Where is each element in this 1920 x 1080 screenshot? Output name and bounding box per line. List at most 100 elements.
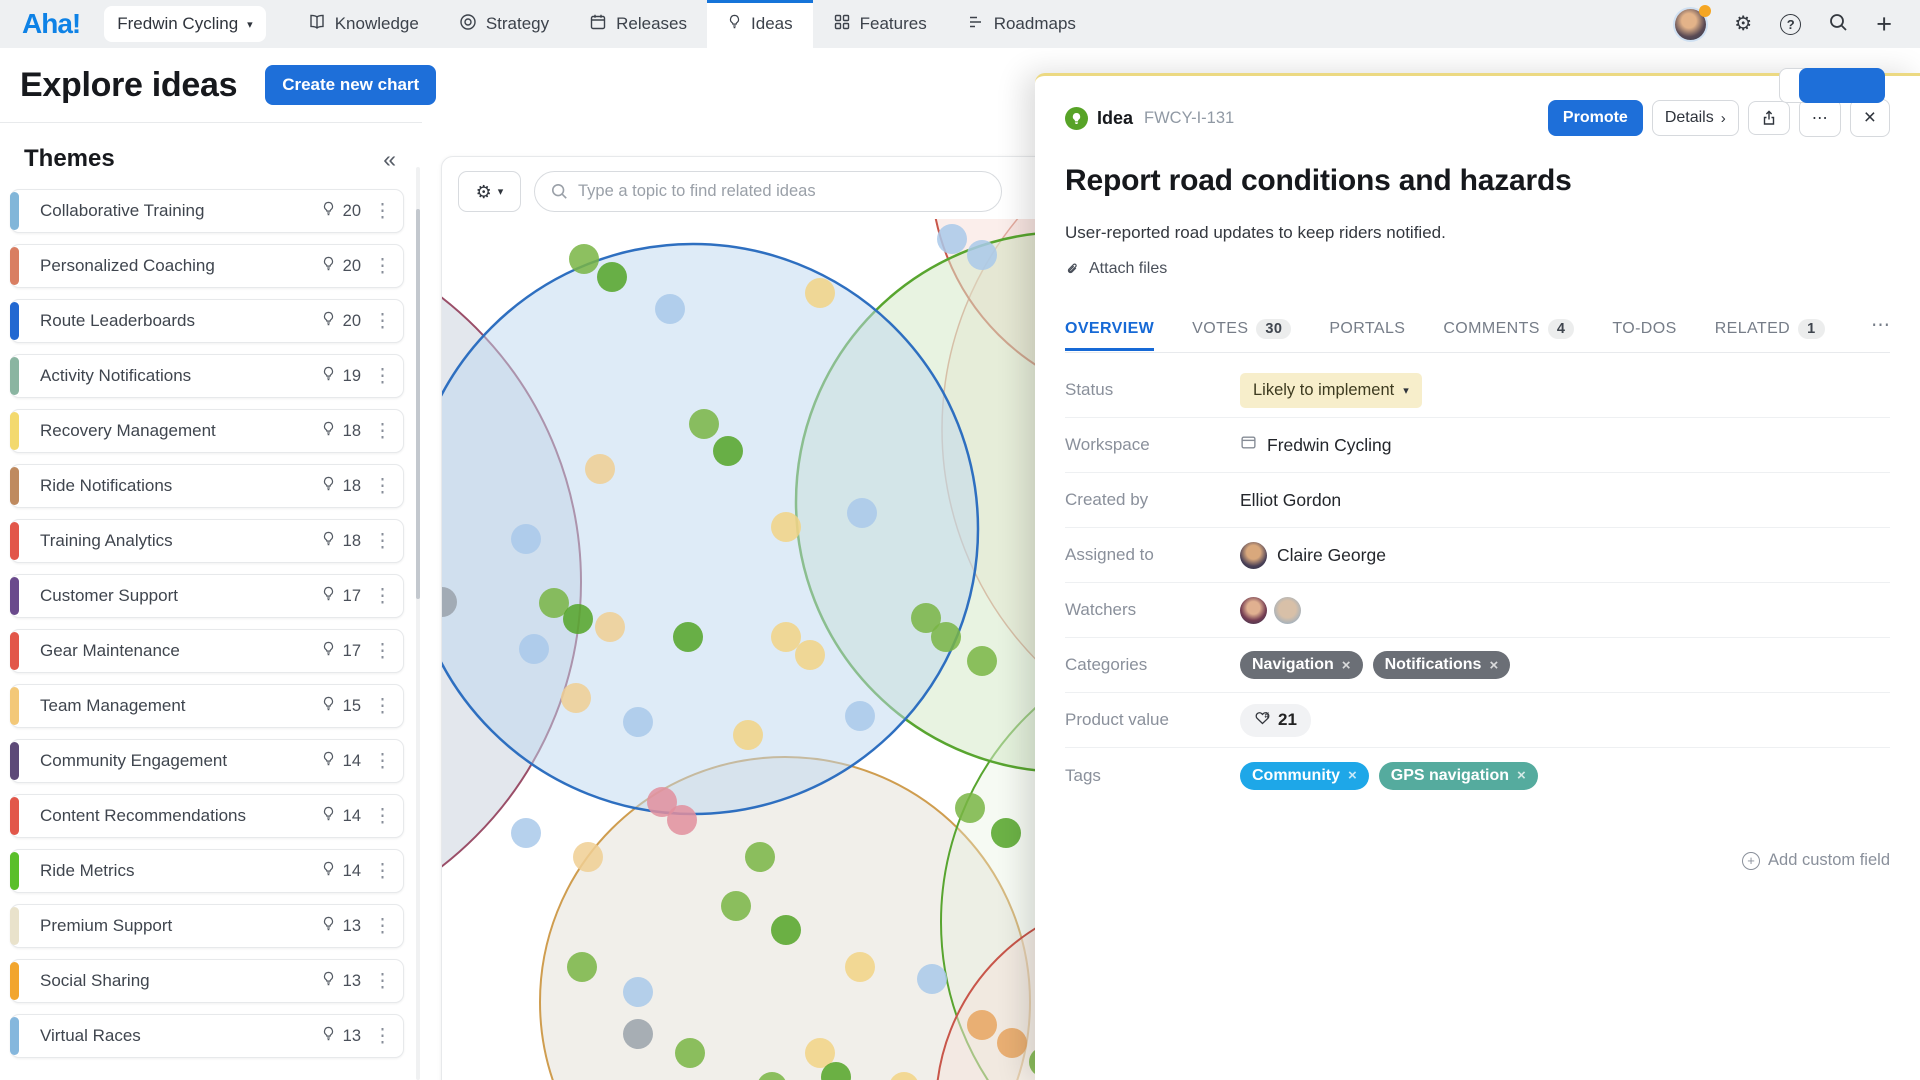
theme-card[interactable]: Customer Support17⋮ xyxy=(10,574,404,618)
remove-chip-icon[interactable]: × xyxy=(1342,657,1351,674)
close-icon[interactable]: × xyxy=(1850,99,1890,137)
workspace-switcher[interactable]: Fredwin Cycling ▾ xyxy=(104,6,265,42)
sidebar-scrollbar-thumb[interactable] xyxy=(416,209,420,599)
kebab-menu-icon[interactable]: ⋮ xyxy=(373,915,392,938)
kebab-menu-icon[interactable]: ⋮ xyxy=(373,475,392,498)
nav-item-label: Features xyxy=(860,14,927,34)
kebab-menu-icon[interactable]: ⋮ xyxy=(373,860,392,883)
theme-card[interactable]: Content Recommendations14⋮ xyxy=(10,794,404,838)
nav-item-releases[interactable]: Releases xyxy=(569,0,707,48)
theme-meta: 17⋮ xyxy=(321,585,392,608)
theme-card[interactable]: Virtual Races13⋮ xyxy=(10,1014,404,1058)
chip-navigation[interactable]: Navigation× xyxy=(1240,651,1363,679)
watcher-avatar[interactable] xyxy=(1240,597,1267,624)
theme-color-bar xyxy=(10,742,19,780)
theme-meta: 13⋮ xyxy=(321,915,392,938)
kebab-menu-icon[interactable]: ⋮ xyxy=(373,200,392,223)
kebab-menu-icon[interactable]: ⋮ xyxy=(373,750,392,773)
nav-item-features[interactable]: Features xyxy=(813,0,947,48)
chip-gps-navigation[interactable]: GPS navigation × xyxy=(1379,762,1538,790)
attach-files-button[interactable]: Attach files xyxy=(1065,260,1890,278)
product-value-score[interactable]: #21 xyxy=(1240,704,1311,737)
partial-button-blue[interactable] xyxy=(1799,68,1885,103)
promote-button[interactable]: Promote xyxy=(1548,100,1643,136)
remove-chip-icon[interactable]: × xyxy=(1489,657,1498,674)
lightbulb-icon xyxy=(321,421,336,441)
kebab-menu-icon[interactable]: ⋮ xyxy=(373,640,392,663)
theme-card[interactable]: Activity Notifications19⋮ xyxy=(10,354,404,398)
tab-related[interactable]: RELATED1 xyxy=(1715,309,1825,352)
collapse-sidebar-icon[interactable]: « xyxy=(383,146,396,173)
idea-title[interactable]: Report road conditions and hazards xyxy=(1065,164,1890,198)
theme-card[interactable]: Recovery Management 18 ⋮ xyxy=(10,409,404,453)
aha-logo[interactable]: Aha! xyxy=(0,8,104,40)
remove-chip-icon[interactable]: × xyxy=(1348,767,1357,784)
idea-description[interactable]: User-reported road updates to keep rider… xyxy=(1065,223,1890,243)
tabs-overflow-icon[interactable]: ⋯ xyxy=(1871,314,1890,347)
theme-card[interactable]: Ride Metrics14⋮ xyxy=(10,849,404,893)
topic-search-input[interactable] xyxy=(578,182,985,201)
add-custom-field-button[interactable]: + Add custom field xyxy=(1065,851,1890,870)
theme-label: Community Engagement xyxy=(40,751,321,771)
theme-card[interactable]: Gear Maintenance17⋮ xyxy=(10,629,404,673)
theme-card[interactable]: Ride Notifications18⋮ xyxy=(10,464,404,508)
status-dropdown[interactable]: Likely to implement▾ xyxy=(1240,373,1422,408)
search-icon[interactable] xyxy=(1829,13,1848,36)
user-avatar[interactable] xyxy=(1675,9,1706,40)
tab-votes[interactable]: VOTES30 xyxy=(1192,309,1291,352)
nav-item-strategy[interactable]: Strategy xyxy=(439,0,569,48)
assignee-avatar[interactable] xyxy=(1240,542,1267,569)
create-new-chart-button[interactable]: Create new chart xyxy=(265,65,436,105)
theme-label: Customer Support xyxy=(40,586,321,606)
kebab-menu-icon[interactable]: ⋮ xyxy=(373,255,392,278)
kebab-menu-icon[interactable]: ⋮ xyxy=(373,1025,392,1048)
idea-count: 18 xyxy=(343,422,361,441)
kebab-menu-icon[interactable]: ⋮ xyxy=(373,310,392,333)
lightbulb-icon xyxy=(321,366,336,386)
theme-card[interactable]: Premium Support13⋮ xyxy=(10,904,404,948)
chip-notifications[interactable]: Notifications× xyxy=(1373,651,1511,679)
record-reference[interactable]: FWCY-I-131 xyxy=(1144,109,1234,128)
kebab-menu-icon[interactable]: ⋮ xyxy=(373,365,392,388)
theme-color-bar xyxy=(10,797,19,835)
nav-item-knowledge[interactable]: Knowledge xyxy=(288,0,439,48)
tab-overview[interactable]: OVERVIEW xyxy=(1065,310,1154,351)
notification-dot xyxy=(1699,5,1711,17)
kebab-menu-icon[interactable]: ⋮ xyxy=(373,805,392,828)
workspace-window-icon xyxy=(1240,434,1257,456)
help-icon[interactable]: ? xyxy=(1780,14,1801,35)
theme-card[interactable]: Personalized Coaching20⋮ xyxy=(10,244,404,288)
workspace-name: Fredwin Cycling xyxy=(117,14,238,34)
share-button[interactable] xyxy=(1748,101,1790,135)
details-button[interactable]: Details › xyxy=(1652,100,1739,136)
theme-card[interactable]: Team Management15⋮ xyxy=(10,684,404,728)
kebab-menu-icon[interactable]: ⋮ xyxy=(373,585,392,608)
nav-item-roadmaps[interactable]: Roadmaps xyxy=(947,0,1096,48)
chip-community[interactable]: Community× xyxy=(1240,762,1369,790)
tab-comments[interactable]: COMMENTS4 xyxy=(1443,309,1574,352)
theme-card[interactable]: Collaborative Training20⋮ xyxy=(10,189,404,233)
settings-gear-icon[interactable]: ⚙ xyxy=(1734,14,1752,34)
more-options-button[interactable]: ⋯ xyxy=(1799,99,1841,137)
remove-chip-icon[interactable]: × xyxy=(1517,767,1526,784)
theme-label: Route Leaderboards xyxy=(40,311,321,331)
nav-item-ideas[interactable]: Ideas xyxy=(707,0,813,48)
theme-card[interactable]: Community Engagement14⋮ xyxy=(10,739,404,783)
theme-card[interactable]: Social Sharing13⋮ xyxy=(10,959,404,1003)
theme-card[interactable]: Route Leaderboards20⋮ xyxy=(10,299,404,343)
theme-color-bar xyxy=(10,852,19,890)
tab-portals[interactable]: PORTALS xyxy=(1329,310,1405,351)
kebab-menu-icon[interactable]: ⋮ xyxy=(373,530,392,553)
kebab-menu-icon[interactable]: ⋮ xyxy=(373,420,392,443)
nav-right: ⚙ ? + xyxy=(1675,9,1920,40)
theme-label: Recovery Management xyxy=(40,421,321,441)
kebab-menu-icon[interactable]: ⋮ xyxy=(373,695,392,718)
chip-label: GPS navigation xyxy=(1391,767,1509,785)
tab-to-dos[interactable]: TO-DOS xyxy=(1612,310,1676,351)
theme-card[interactable]: Training Analytics18⋮ xyxy=(10,519,404,563)
chart-settings-button[interactable]: ⚙ ▾ xyxy=(458,171,521,212)
watcher-avatar[interactable] xyxy=(1274,597,1301,624)
add-plus-icon[interactable]: + xyxy=(1876,11,1892,38)
lightbulb-icon xyxy=(321,476,336,496)
kebab-menu-icon[interactable]: ⋮ xyxy=(373,970,392,993)
